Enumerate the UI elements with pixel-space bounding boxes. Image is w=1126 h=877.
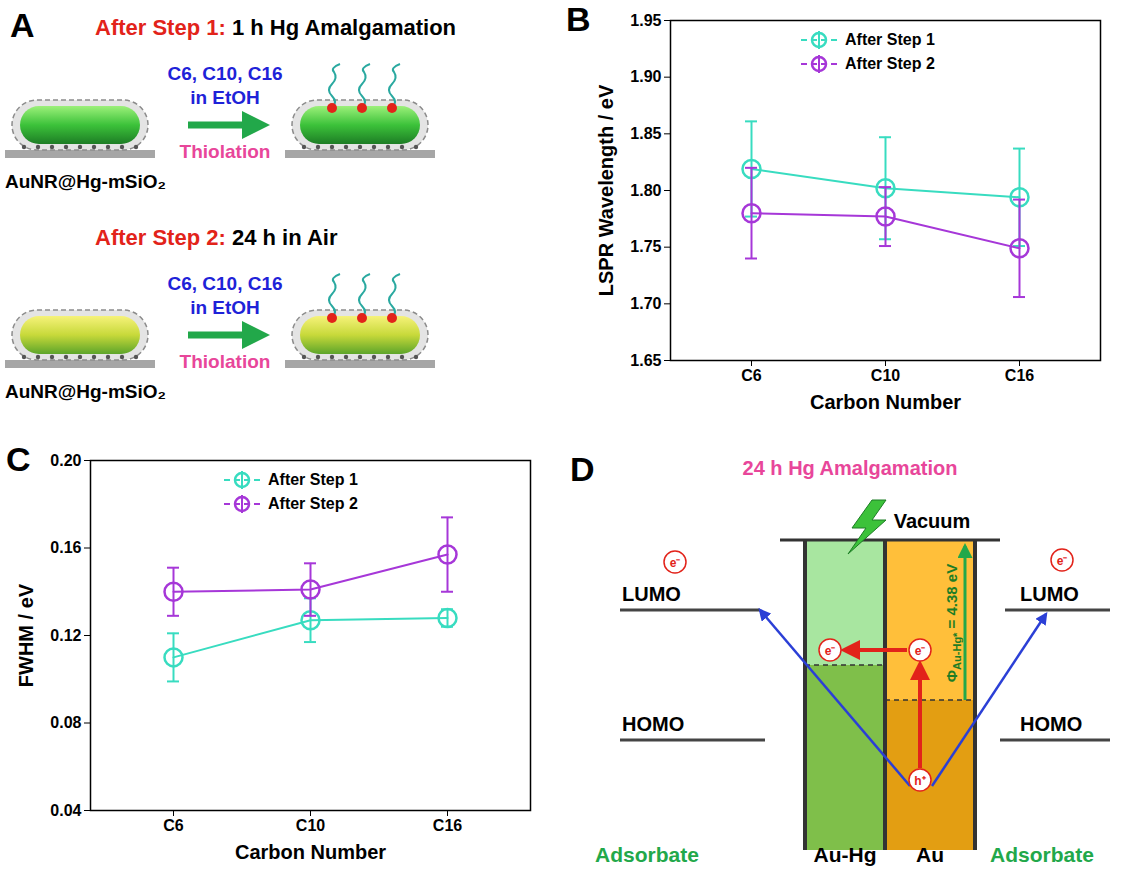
svg-text:HOMO: HOMO: [1020, 713, 1082, 735]
svg-text:C10: C10: [296, 817, 325, 834]
svg-text:Vacuum: Vacuum: [894, 510, 971, 532]
svg-text:in EtOH: in EtOH: [190, 87, 260, 108]
svg-text:1.75: 1.75: [630, 238, 661, 255]
svg-text:1.65: 1.65: [630, 352, 661, 369]
svg-text:Carbon Number: Carbon Number: [810, 391, 961, 413]
svg-text:Thiolation: Thiolation: [180, 351, 271, 372]
svg-text:Carbon Number: Carbon Number: [235, 841, 386, 863]
svg-text:C10: C10: [871, 367, 900, 384]
html-text:After Step 2: After Step 2: [845, 55, 935, 72]
svg-text:C16: C16: [1005, 367, 1034, 384]
svg-text:1.90: 1.90: [630, 68, 661, 85]
svg-text:e⁻: e⁻: [1057, 554, 1068, 568]
svg-text:AuNR@Hg-mSiO₂: AuNR@Hg-mSiO₂: [5, 171, 166, 192]
svg-text:1.85: 1.85: [630, 125, 661, 142]
svg-text:LUMO: LUMO: [1020, 583, 1079, 605]
svg-text:ΦAu-Hg* = 4.38 eV: ΦAu-Hg* = 4.38 eV: [943, 564, 963, 682]
svg-text:C6, C10, C16: C6, C10, C16: [167, 273, 282, 294]
svg-text:AuNR@Hg-mSiO₂: AuNR@Hg-mSiO₂: [5, 381, 166, 402]
svg-text:C6: C6: [163, 817, 184, 834]
html-text:C: C: [6, 440, 31, 478]
svg-text:LSPR Wavelength / eV: LSPR Wavelength / eV: [595, 84, 617, 296]
html-text:A: A: [10, 6, 35, 44]
svg-text:After Step 1: 1 h Hg Amalgamat: After Step 1: 1 h Hg Amalgamation: [95, 15, 456, 40]
svg-text:Au: Au: [916, 843, 944, 866]
svg-text:e⁻: e⁻: [915, 644, 926, 658]
svg-text:C6, C10, C16: C6, C10, C16: [167, 63, 282, 84]
html-text:After Step 2: After Step 2: [268, 495, 358, 512]
svg-text:Adsorbate: Adsorbate: [595, 843, 699, 866]
svg-text:Au-Hg: Au-Hg: [814, 843, 877, 866]
svg-text:e⁻: e⁻: [670, 556, 681, 570]
svg-text:1.80: 1.80: [630, 182, 661, 199]
svg-text:C16: C16: [433, 817, 462, 834]
svg-text:in EtOH: in EtOH: [190, 297, 260, 318]
svg-text:Adsorbate: Adsorbate: [990, 843, 1094, 866]
svg-text:0.04: 0.04: [50, 802, 81, 819]
html-text:After Step 1: After Step 1: [268, 471, 358, 488]
svg-text:Thiolation: Thiolation: [180, 141, 271, 162]
svg-text:24 h Hg Amalgamation: 24 h Hg Amalgamation: [743, 457, 958, 479]
svg-text:0.08: 0.08: [50, 714, 81, 731]
svg-text:0.16: 0.16: [50, 539, 81, 556]
svg-text:1.70: 1.70: [630, 295, 661, 312]
svg-text:e⁻: e⁻: [825, 644, 836, 658]
svg-text:1.95: 1.95: [630, 12, 661, 29]
svg-text:0.20: 0.20: [50, 452, 81, 469]
svg-text:C6: C6: [741, 367, 762, 384]
svg-text:LUMO: LUMO: [622, 583, 681, 605]
svg-text:FWHM / eV: FWHM / eV: [15, 583, 37, 687]
svg-text:After Step 2: 24 h in Air: After Step 2: 24 h in Air: [95, 225, 338, 250]
html-text:B: B: [566, 0, 591, 38]
html-text:D: D: [570, 450, 595, 488]
html-text:After Step 1: After Step 1: [845, 31, 935, 48]
svg-text:HOMO: HOMO: [622, 713, 684, 735]
svg-text:h⁺: h⁺: [914, 774, 925, 788]
svg-text:0.12: 0.12: [50, 627, 81, 644]
